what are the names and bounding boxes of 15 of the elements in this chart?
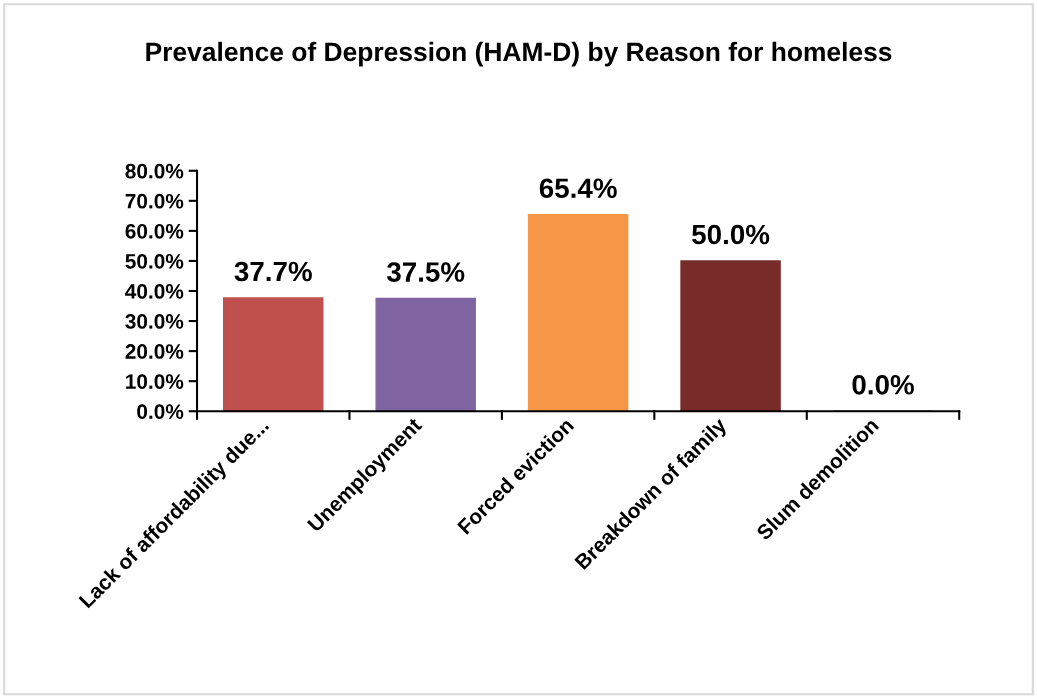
- chart-title: Prevalence of Depression (HAM-D) by Reason for homeless: [146, 41, 892, 67]
- y-tick-label: 80.0%: [125, 163, 184, 179]
- y-tick-label: 0.0%: [137, 404, 184, 419]
- y-tick-label: 70.0%: [125, 193, 184, 209]
- data-label: 65.4%: [539, 178, 617, 199]
- y-tick-label: 50.0%: [125, 253, 184, 269]
- y-tick-label: 30.0%: [125, 314, 184, 329]
- y-tick-label: 20.0%: [125, 344, 184, 359]
- data-label: 50.0%: [692, 224, 770, 245]
- data-label: 0.0%: [852, 374, 914, 395]
- data-label: 37.7%: [234, 261, 312, 282]
- y-tick-label: 60.0%: [125, 223, 184, 239]
- y-tick-label: 40.0%: [125, 284, 184, 299]
- y-tick-label: 10.0%: [126, 374, 184, 389]
- data-label: 37.5%: [386, 262, 465, 282]
